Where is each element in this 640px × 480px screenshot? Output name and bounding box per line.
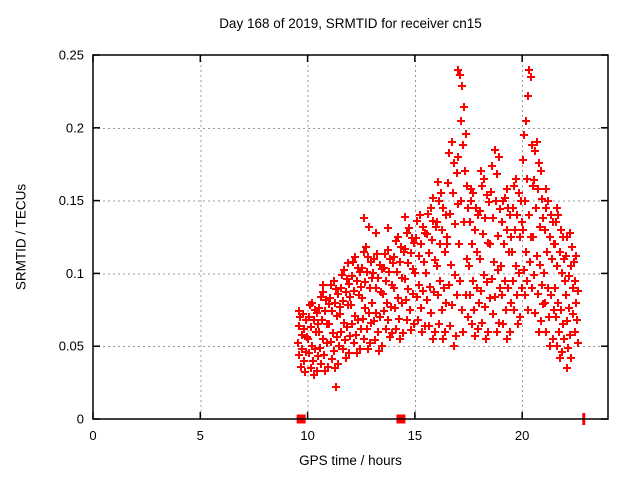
data-points-path xyxy=(294,66,582,391)
plot-border xyxy=(92,54,609,420)
y-tick-label: 0 xyxy=(77,412,84,427)
x-axis-label: GPS time / hours xyxy=(299,453,402,468)
x-tick-label: 10 xyxy=(300,428,314,443)
x-tick-label: 0 xyxy=(89,428,96,443)
x-tick-label: 20 xyxy=(515,428,529,443)
y-tick-label: 0.1 xyxy=(66,266,84,281)
x-tick-label: 15 xyxy=(408,428,422,443)
data-points xyxy=(294,66,582,391)
axis-ticks xyxy=(92,54,608,420)
x-tick-label: 5 xyxy=(197,428,204,443)
tick-labels: 0 5 10 15 20 0 0.05 0.1 0.15 0.2 0.25 xyxy=(59,48,530,444)
y-tick-label: 0.2 xyxy=(66,120,84,135)
y-tick-label: 0.15 xyxy=(59,193,84,208)
y-axis-label: SRMTID / TECUs xyxy=(13,183,29,291)
chart-title: Day 168 of 2019, SRMTID for receiver cn1… xyxy=(219,16,482,31)
y-tick-label: 0.25 xyxy=(59,48,84,63)
y-tick-label: 0.05 xyxy=(59,339,84,354)
